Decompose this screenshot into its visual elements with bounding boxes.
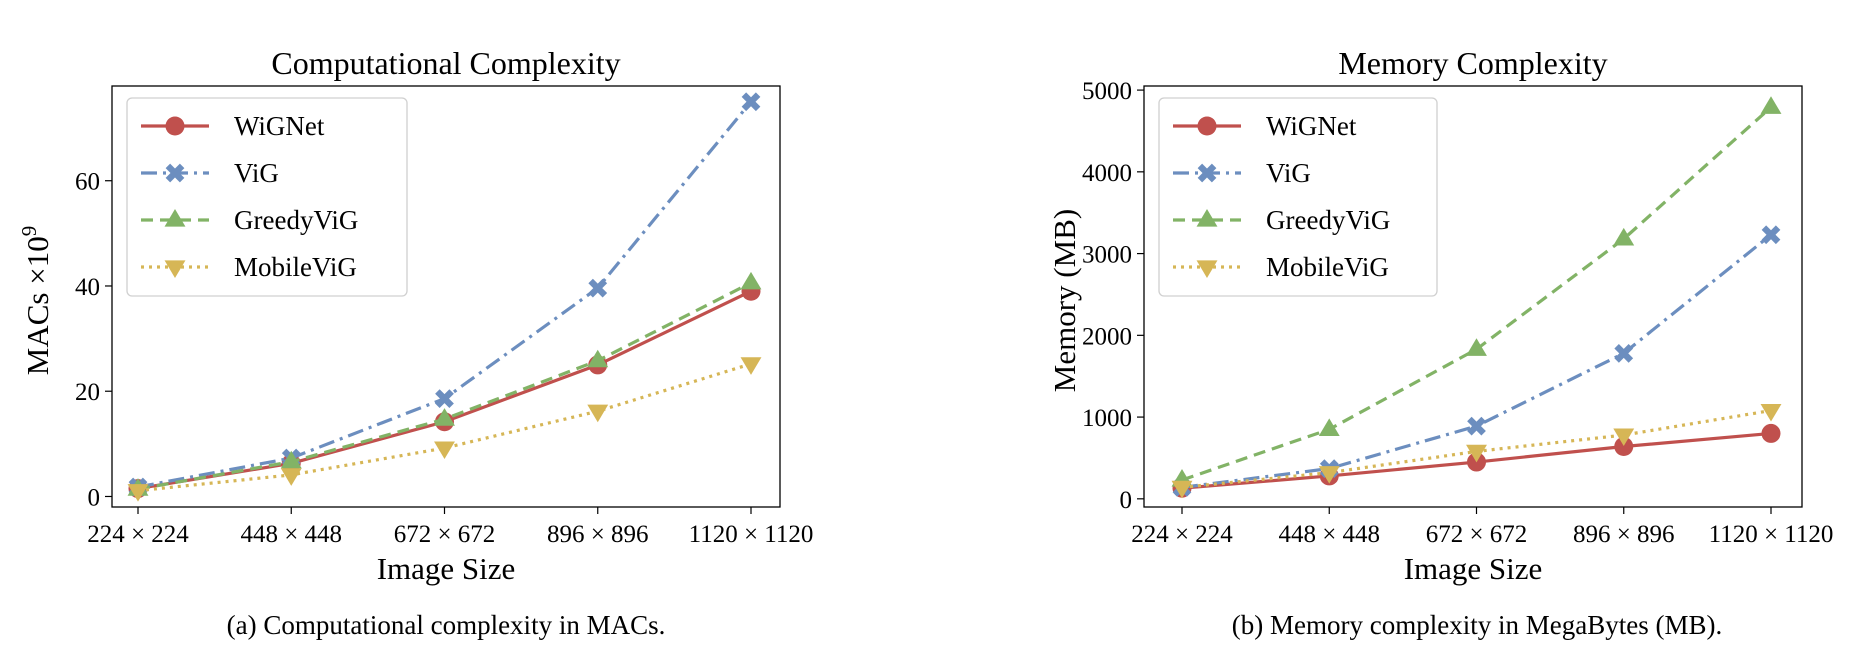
data-point-mobilevig bbox=[1613, 428, 1635, 447]
chart-title: Memory Complexity bbox=[1338, 45, 1607, 81]
data-point-mobilevig bbox=[1760, 403, 1782, 422]
x-axis-label: Image Size bbox=[377, 551, 516, 586]
data-point-greedyvig bbox=[740, 271, 762, 290]
plot-frame bbox=[111, 85, 781, 508]
y-tick-label: 5000 bbox=[1082, 78, 1132, 105]
data-point-mobilevig bbox=[740, 357, 762, 375]
data-point-greedyvig bbox=[587, 349, 609, 368]
data-point-greedyvig bbox=[434, 408, 455, 426]
data-point-wignet bbox=[1761, 423, 1781, 443]
x-tick-label: 448 × 448 bbox=[1278, 521, 1380, 548]
series-line-mobilevig bbox=[137, 362, 752, 493]
legend-label-wignet: WiGNet bbox=[234, 111, 325, 141]
data-point-vig bbox=[588, 278, 608, 298]
legend-label-wignet: WiGNet bbox=[1266, 111, 1357, 141]
y-axis-label: MACs ×109 bbox=[17, 226, 55, 375]
y-tick-label: 40 bbox=[75, 274, 100, 301]
legend-marker-greedyvig bbox=[164, 209, 186, 227]
data-point-greedyvig bbox=[1466, 338, 1487, 356]
x-axis-label: Image Size bbox=[1404, 551, 1543, 586]
legend-label-mobilevig: MobileViG bbox=[234, 252, 357, 282]
legend-label-vig: ViG bbox=[1266, 158, 1311, 188]
legend-marker-greedyvig bbox=[1196, 209, 1218, 227]
figure-caption: (a) Computational complexity in MACs. bbox=[227, 610, 666, 640]
chart-title: Computational Complexity bbox=[271, 45, 620, 81]
chart-panel-2: Memory Complexity 224 × 224 448 × 448 672 ×… bbox=[1047, 45, 1833, 640]
y-tick-label: 60 bbox=[75, 169, 100, 196]
data-point-mobilevig bbox=[1171, 480, 1193, 499]
data-point-vig bbox=[1614, 343, 1634, 363]
data-point-mobilevig bbox=[127, 484, 149, 502]
data-point-greedyvig bbox=[1760, 96, 1782, 114]
y-tick-label: 1000 bbox=[1082, 405, 1132, 432]
legend-marker-vig bbox=[1197, 163, 1217, 183]
legend-label-vig: ViG bbox=[234, 158, 279, 188]
data-point-greedyvig bbox=[280, 450, 302, 469]
plot-frame bbox=[1143, 85, 1803, 508]
x-tick-label: 896 × 896 bbox=[1573, 521, 1675, 548]
data-point-vig bbox=[741, 92, 761, 112]
data-point-mobilevig bbox=[1466, 444, 1487, 463]
y-axis-label: Memory (MB) bbox=[1047, 209, 1082, 392]
y-tick-label: 2000 bbox=[1082, 323, 1132, 350]
figure-caption: (b) Memory complexity in MegaBytes (MB). bbox=[1232, 610, 1722, 640]
x-tick-label: 224 × 224 bbox=[87, 521, 189, 548]
x-tick-label: 448 × 448 bbox=[240, 521, 342, 548]
y-tick-label: 0 bbox=[1120, 487, 1133, 514]
data-point-vig bbox=[1467, 416, 1486, 436]
legend-label-greedyvig: GreedyViG bbox=[1266, 205, 1390, 235]
x-tick-label: 1120 × 1120 bbox=[1709, 521, 1834, 548]
y-tick-label: 3000 bbox=[1082, 242, 1132, 269]
legend-marker-vig bbox=[165, 163, 185, 183]
legend-box bbox=[1158, 97, 1438, 297]
x-tick-label: 1120 × 1120 bbox=[689, 521, 814, 548]
data-point-wignet bbox=[1614, 437, 1634, 457]
data-point-mobilevig bbox=[587, 404, 609, 423]
legend-label-mobilevig: MobileViG bbox=[1266, 252, 1389, 282]
legend-label-greedyvig: GreedyViG bbox=[234, 205, 358, 235]
y-tick-label: 0 bbox=[88, 484, 101, 511]
legend-marker-mobilevig bbox=[164, 260, 186, 278]
data-point-mobilevig bbox=[280, 468, 302, 486]
x-tick-label: 672 × 672 bbox=[394, 521, 496, 548]
data-point-greedyvig bbox=[1613, 227, 1635, 246]
x-tick-label: 672 × 672 bbox=[1426, 521, 1528, 548]
x-tick-label: 896 × 896 bbox=[547, 521, 649, 548]
y-tick-label: 20 bbox=[75, 379, 100, 406]
legend-marker-wignet bbox=[1197, 116, 1217, 136]
data-point-greedyvig bbox=[1318, 418, 1340, 436]
y-tick-label: 4000 bbox=[1082, 160, 1132, 187]
legend-marker-mobilevig bbox=[1196, 260, 1218, 278]
chart-panel-1: Computational Complexity 224 × 224 448 × 4… bbox=[17, 45, 813, 640]
legend-marker-wignet bbox=[165, 116, 185, 136]
data-point-mobilevig bbox=[434, 441, 455, 460]
legend-box bbox=[126, 97, 408, 297]
data-point-mobilevig bbox=[1318, 466, 1340, 484]
data-point-vig bbox=[1761, 225, 1781, 245]
x-tick-label: 224 × 224 bbox=[1131, 521, 1233, 548]
data-point-vig bbox=[435, 389, 454, 408]
